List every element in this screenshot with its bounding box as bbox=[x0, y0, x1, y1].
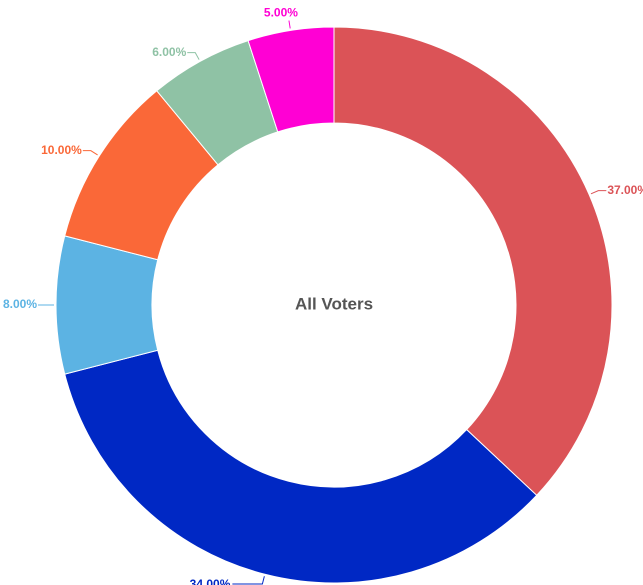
donut-slice[interactable] bbox=[55, 235, 159, 375]
slice-value-label: 37.00% bbox=[607, 183, 643, 197]
slice-value-label: 34.00% bbox=[190, 577, 231, 585]
donut-slice[interactable] bbox=[333, 26, 613, 497]
center-label: All Voters bbox=[295, 294, 373, 313]
donut-slice[interactable] bbox=[64, 349, 538, 584]
slice-value-label: 5.00% bbox=[264, 6, 298, 20]
label-leader-line bbox=[288, 20, 291, 29]
leader-lines-layer bbox=[38, 20, 607, 585]
donut-slice[interactable] bbox=[247, 26, 335, 133]
slice-value-label: 6.00% bbox=[152, 45, 186, 59]
slice-value-label: 8.00% bbox=[3, 297, 37, 311]
slices-layer bbox=[55, 26, 613, 584]
slice-labels-layer: 37.00% 34.00% 8.00% 10.00% 6.00% 5.00% bbox=[3, 6, 643, 585]
label-leader-line bbox=[82, 150, 98, 156]
slice-value-label: 10.00% bbox=[41, 143, 82, 157]
label-leader-line bbox=[232, 576, 265, 585]
label-leader-line bbox=[590, 190, 607, 195]
label-leader-line bbox=[187, 52, 200, 60]
